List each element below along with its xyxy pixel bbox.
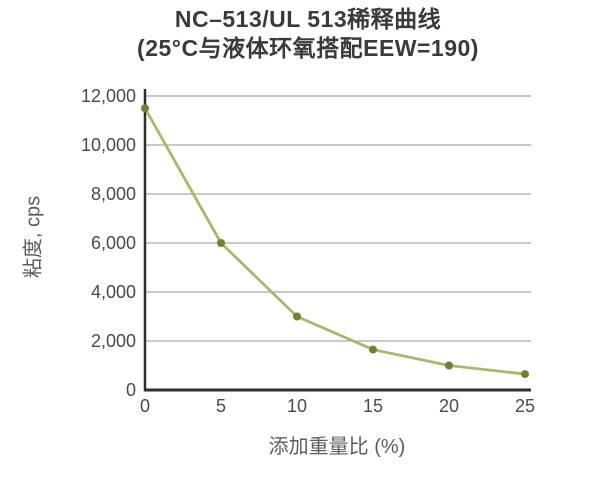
chart-title: NC–513/UL 513稀释曲线 (25°C与液体环氧搭配EEW=190) — [0, 5, 600, 63]
x-axis-title: 添加重量比 (%) — [268, 436, 406, 458]
data-point — [141, 104, 149, 113]
data-point — [521, 370, 529, 379]
x-tick-label: 10 — [287, 396, 307, 416]
y-tick-label: 12,000 — [81, 86, 136, 106]
data-point — [445, 361, 453, 370]
data-point — [293, 312, 301, 321]
y-axis-title: 粘度, cps — [22, 195, 45, 279]
data-point — [369, 345, 377, 354]
x-tick-label: 0 — [140, 396, 150, 416]
chart-title-line2: (25°C与液体环氧搭配EEW=190) — [137, 35, 479, 61]
x-tick-label: 25 — [515, 396, 535, 416]
y-tick-label: 2,000 — [91, 331, 136, 351]
y-tick-label: 4,000 — [91, 282, 136, 302]
y-tick-label: 8,000 — [91, 184, 136, 204]
chart-title-line1: NC–513/UL 513稀释曲线 — [174, 6, 442, 32]
x-tick-label: 5 — [216, 396, 226, 416]
viscosity-curve — [143, 107, 526, 376]
y-tick-label: 0 — [126, 380, 136, 400]
data-point — [217, 239, 225, 247]
x-tick-label: 15 — [363, 396, 383, 416]
y-tick-label: 6,000 — [91, 233, 136, 253]
y-tick-label: 10,000 — [81, 135, 136, 155]
x-tick-label: 20 — [439, 396, 459, 416]
